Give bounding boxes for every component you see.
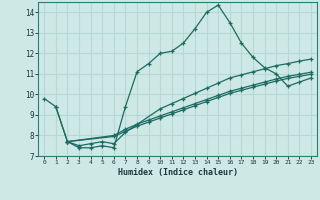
X-axis label: Humidex (Indice chaleur): Humidex (Indice chaleur)	[118, 168, 238, 177]
